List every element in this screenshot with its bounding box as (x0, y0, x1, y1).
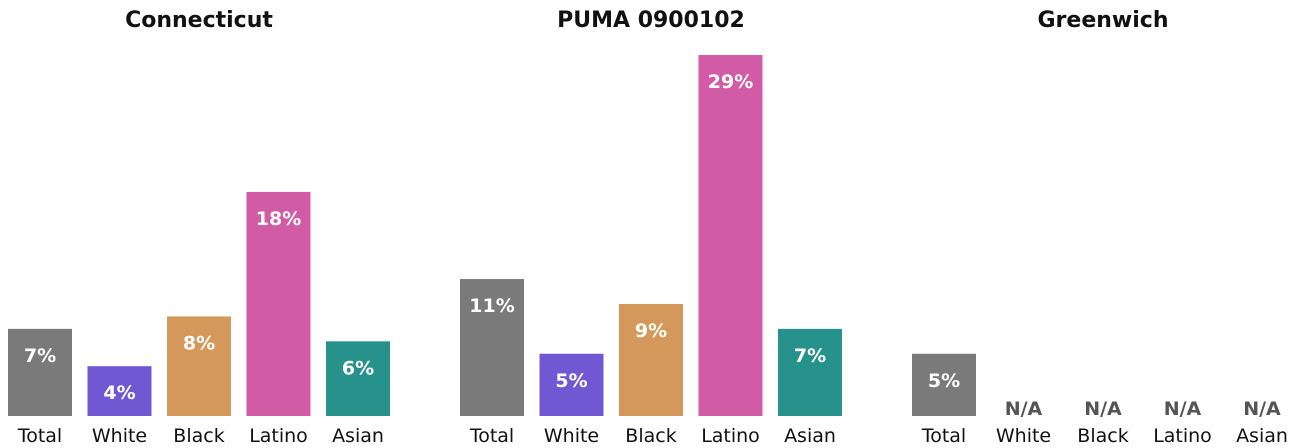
bar-value-label: 5% (928, 370, 960, 392)
x-tick-label: White (996, 425, 1051, 447)
bar-value-label: 9% (635, 320, 667, 342)
bar-white (87, 366, 152, 416)
bar-latino (246, 191, 311, 416)
bar-total (460, 279, 524, 416)
bar-value-label: 6% (342, 357, 374, 379)
x-tick-label: Latino (701, 425, 760, 447)
bar-value-label: 11% (469, 295, 514, 317)
bar-value-label: 4% (103, 382, 135, 404)
panel-puma-0900102: PUMA 0900102 11% Total 5% White 9% Black 29% Lat… (460, 8, 842, 447)
bar-asian (326, 341, 390, 416)
bar-value-label: 8% (183, 332, 215, 354)
x-tick-label: Black (1077, 425, 1128, 447)
panel-title: Greenwich (1038, 8, 1169, 33)
bar-black (619, 303, 683, 416)
x-tick-label: Asian (784, 425, 836, 447)
bar-total (8, 328, 72, 416)
bar-black (167, 316, 231, 416)
bar-value-label: 5% (555, 370, 587, 392)
bar-value-label: 7% (24, 345, 56, 367)
bar-value-label: 29% (708, 71, 753, 93)
bar-white (539, 353, 604, 416)
panel-title: Connecticut (125, 8, 273, 33)
na-label: N/A (1084, 398, 1122, 420)
x-tick-label: Latino (1153, 425, 1212, 447)
x-tick-label: White (92, 425, 147, 447)
x-tick-label: White (544, 425, 599, 447)
na-label: N/A (1005, 398, 1043, 420)
na-label: N/A (1243, 398, 1281, 420)
bar-value-label: 7% (794, 345, 826, 367)
x-tick-label: Black (173, 425, 224, 447)
x-tick-label: Asian (332, 425, 384, 447)
panel-title: PUMA 0900102 (557, 8, 745, 33)
x-tick-label: Total (17, 425, 62, 447)
chart-panels: Connecticut 7% Total 4% White 8% Black 18% Latin… (8, 8, 1288, 447)
bar-value-label: 18% (256, 208, 301, 230)
panel-greenwich: Greenwich 5% Total N/A White N/A Black N/A Latin… (912, 8, 1288, 447)
bar-total (912, 353, 976, 416)
bar-latino (698, 55, 763, 416)
x-tick-label: Total (469, 425, 514, 447)
x-tick-label: Total (921, 425, 966, 447)
x-tick-label: Asian (1236, 425, 1288, 447)
x-tick-label: Black (625, 425, 676, 447)
x-tick-label: Latino (249, 425, 308, 447)
na-label: N/A (1164, 398, 1202, 420)
panel-connecticut: Connecticut 7% Total 4% White 8% Black 18% Latin… (8, 8, 390, 447)
bar-asian (778, 328, 842, 416)
